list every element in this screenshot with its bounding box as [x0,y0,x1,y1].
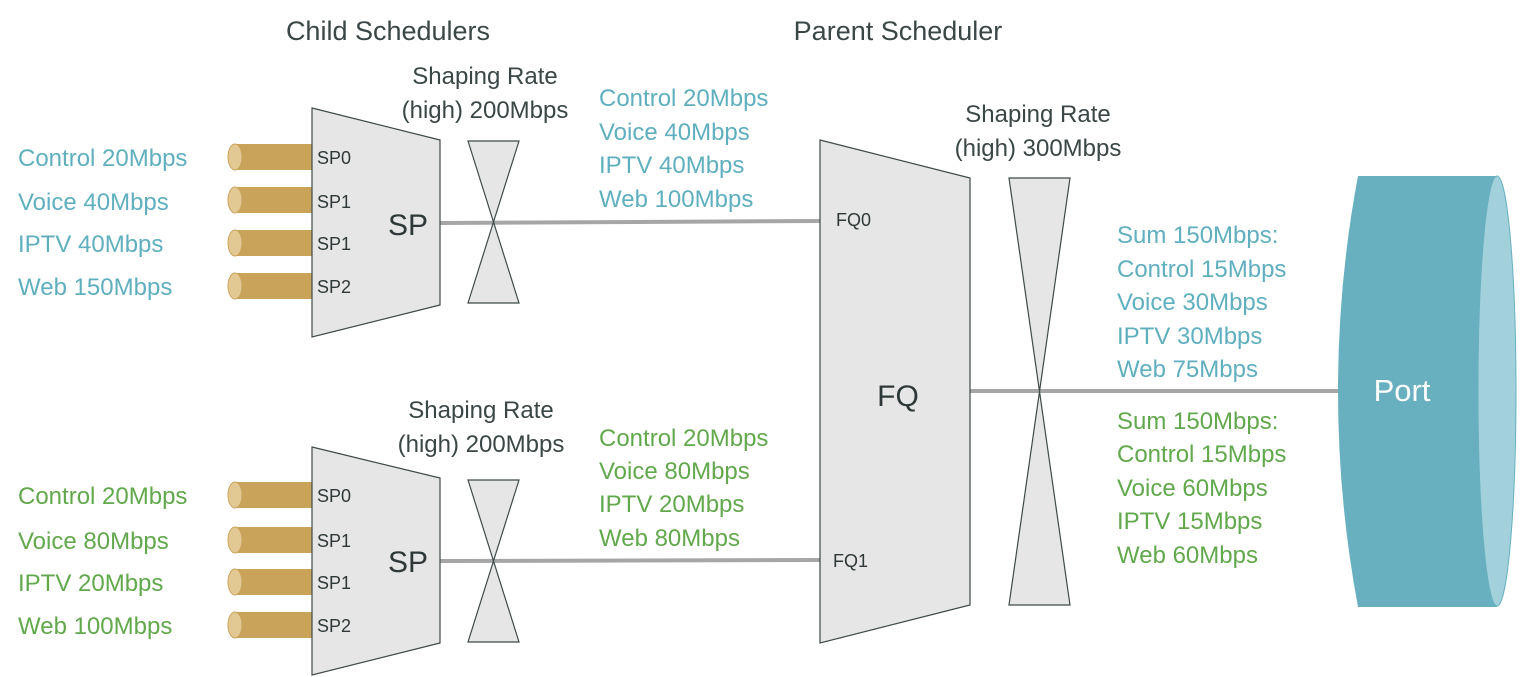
queue-cylinder [227,526,312,554]
output-rate: Web 100Mbps [599,186,753,213]
input-rate: Voice 80Mbps [18,528,169,555]
output-rate: Voice 80Mbps [599,458,750,485]
input-rate: IPTV 20Mbps [18,570,163,597]
child-scheduler-top: SP0 SP1 SP1 SP2 SP Shaping Rate (high) 2… [18,63,768,338]
output-rate: Control 15Mbps [1117,256,1286,283]
link-top-child-to-fq0 [439,219,821,225]
queue-cylinder [227,481,312,509]
output-rate: Control 20Mbps [599,85,768,112]
port-output-rates: Sum 150Mbps: Control 15Mbps Voice 30Mbps… [1117,222,1286,569]
input-rate: Web 150Mbps [18,274,172,301]
shaper-hourglass-bottom [467,479,520,643]
output-rate: Voice 40Mbps [599,119,750,146]
output-rate: Voice 60Mbps [1117,475,1268,502]
queue-label: SP2 [317,616,351,636]
scheduler-label: SP [388,546,428,579]
queue-label: SP1 [317,573,351,593]
output-rate: Sum 150Mbps: [1117,408,1278,435]
child-schedulers-title: Child Schedulers [286,16,490,46]
parent-scheduler: FQ0 FQ1 FQ Shaping Rate (high) 300Mbps [819,101,1122,644]
queues-top [227,143,312,300]
queue-label: SP2 [317,277,351,297]
output-rate: IPTV 30Mbps [1117,323,1262,350]
queue-cylinder [227,272,312,300]
shaper-hourglass-top [467,140,520,304]
fq-input-label: FQ0 [836,210,871,230]
shaping-rate-value: (high) 200Mbps [398,431,565,458]
shaping-rate-label: Shaping Rate [408,397,553,424]
shaping-rate-label: Shaping Rate [965,101,1110,128]
queue-label: SP1 [317,192,351,212]
queue-label: SP0 [317,486,351,506]
queue-cylinder [227,229,312,257]
parent-scheduler-title: Parent Scheduler [794,16,1003,46]
input-rate: Control 20Mbps [18,483,187,510]
output-rate: IPTV 20Mbps [599,491,744,518]
queue-cylinder [227,143,312,171]
queue-label: SP0 [317,148,351,168]
child-scheduler-bottom: SP0 SP1 SP1 SP2 SP Shaping Rate (high) 2… [18,397,768,676]
output-rate: Control 15Mbps [1117,441,1286,468]
port-cylinder: Port [1338,175,1517,607]
sp-scheduler-top [311,107,441,338]
output-rate: IPTV 15Mbps [1117,508,1262,535]
input-rate: Web 100Mbps [18,613,172,640]
output-rate: IPTV 40Mbps [599,152,744,179]
port-face [1477,175,1517,607]
queue-cylinder [227,186,312,214]
shaping-rate-label: Shaping Rate [412,63,557,90]
input-rate: IPTV 40Mbps [18,231,163,258]
output-rate: Web 60Mbps [1117,542,1258,569]
queue-cylinder [227,611,312,639]
queues-bottom [227,481,312,639]
output-rate: Web 80Mbps [599,525,740,552]
output-rate: Sum 150Mbps: [1117,222,1278,249]
output-rate: Voice 30Mbps [1117,289,1268,316]
scheduler-label: SP [388,209,428,242]
fq-scheduler [819,139,971,644]
output-rate: Control 20Mbps [599,425,768,452]
input-rate: Voice 40Mbps [18,189,169,216]
output-rate: Web 75Mbps [1117,356,1258,383]
fq-input-label: FQ1 [833,551,868,571]
queue-cylinder [227,568,312,596]
shaper-hourglass-parent [1008,177,1071,606]
scheduler-label: FQ [877,380,919,413]
port-label: Port [1374,373,1431,408]
queue-label: SP1 [317,234,351,254]
link-bottom-child-to-fq1 [439,558,821,563]
queue-label: SP1 [317,531,351,551]
shaping-rate-value: (high) 200Mbps [402,97,569,124]
port-body [1338,176,1497,607]
shaping-rate-value: (high) 300Mbps [955,135,1122,162]
sp-scheduler-bottom [311,446,441,676]
input-rate: Control 20Mbps [18,145,187,172]
